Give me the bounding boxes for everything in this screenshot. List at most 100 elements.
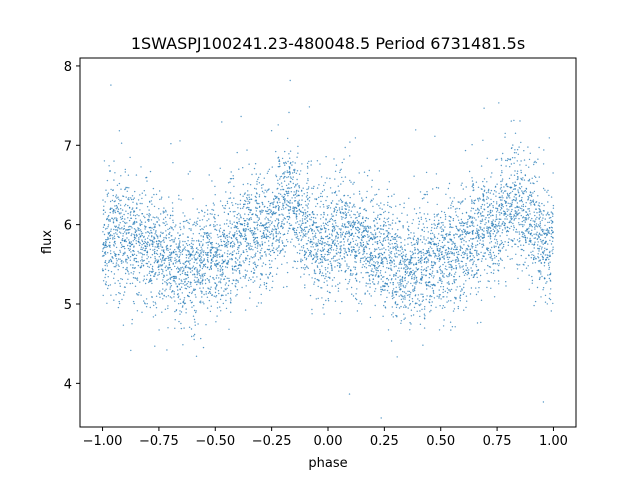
data-point: [382, 315, 384, 317]
data-point: [403, 306, 405, 308]
data-point: [473, 202, 476, 205]
data-point: [432, 188, 434, 190]
data-point: [193, 288, 195, 290]
data-point: [194, 321, 196, 323]
data-point: [309, 196, 311, 199]
data-point: [163, 274, 165, 276]
data-point: [140, 265, 143, 267]
data-point: [444, 214, 447, 216]
data-point: [204, 233, 206, 235]
data-point: [419, 304, 421, 307]
data-point: [336, 232, 338, 234]
data-point: [102, 231, 104, 233]
data-point: [465, 241, 467, 243]
data-point: [139, 242, 141, 244]
data-point: [175, 243, 177, 245]
data-point: [110, 252, 112, 255]
data-point: [331, 267, 333, 270]
data-point: [133, 223, 135, 225]
data-point: [132, 267, 134, 269]
data-point: [103, 223, 106, 226]
data-point: [229, 222, 231, 224]
data-point: [386, 284, 388, 286]
data-point: [441, 280, 443, 283]
data-point: [278, 246, 280, 248]
data-point: [157, 217, 159, 219]
data-point: [182, 248, 184, 251]
data-point: [471, 247, 473, 249]
data-point: [471, 177, 473, 179]
data-point: [301, 211, 303, 213]
data-point: [438, 239, 441, 242]
data-point: [226, 200, 229, 203]
data-point: [365, 227, 367, 229]
data-point: [323, 242, 325, 244]
data-point: [316, 187, 319, 189]
data-point: [185, 257, 188, 259]
data-point: [323, 281, 325, 284]
data-point: [267, 170, 269, 172]
data-point: [198, 273, 200, 275]
data-point: [472, 207, 475, 210]
data-point: [469, 225, 471, 227]
data-point: [433, 227, 436, 229]
data-point: [384, 271, 387, 273]
data-point: [310, 238, 312, 241]
data-point: [321, 242, 324, 244]
data-point: [337, 237, 339, 239]
data-point: [172, 290, 174, 292]
data-point: [180, 266, 182, 269]
data-point: [141, 202, 143, 205]
data-point: [185, 243, 188, 245]
data-point: [405, 253, 407, 256]
data-point: [268, 226, 270, 228]
data-point: [468, 245, 470, 248]
data-point: [384, 222, 387, 224]
data-point: [473, 225, 475, 227]
data-point: [450, 248, 452, 250]
data-point: [354, 232, 357, 234]
data-point: [280, 182, 283, 184]
data-point: [432, 270, 434, 272]
data-point: [118, 212, 121, 214]
data-point: [179, 298, 181, 300]
data-point: [116, 229, 118, 231]
data-point: [240, 243, 242, 245]
data-point: [423, 254, 425, 256]
data-point: [446, 301, 448, 303]
data-point: [475, 265, 478, 268]
data-point: [471, 231, 474, 234]
data-point: [161, 293, 163, 295]
data-point: [249, 243, 251, 245]
data-point: [472, 233, 474, 235]
data-point: [281, 213, 283, 215]
data-point: [462, 268, 465, 270]
data-point: [218, 292, 220, 295]
data-point: [262, 262, 265, 264]
data-point: [105, 246, 107, 248]
data-point: [400, 294, 402, 296]
data-point: [292, 182, 294, 185]
data-point: [157, 274, 159, 276]
data-point: [241, 235, 243, 237]
data-point: [330, 244, 332, 247]
data-point: [445, 265, 447, 267]
data-point: [468, 170, 471, 173]
data-point: [415, 129, 417, 131]
data-point: [437, 213, 440, 215]
data-point: [330, 264, 333, 266]
data-point: [428, 241, 430, 243]
data-point: [161, 246, 164, 248]
data-point: [460, 254, 463, 257]
data-point: [237, 246, 239, 249]
data-point: [141, 240, 144, 243]
data-point: [303, 273, 305, 275]
data-point: [196, 220, 198, 223]
data-point: [392, 246, 394, 248]
data-point: [311, 262, 313, 265]
data-point: [200, 240, 202, 243]
data-point: [355, 273, 358, 276]
data-point: [199, 264, 201, 266]
data-point: [308, 186, 310, 188]
data-point: [407, 243, 409, 245]
